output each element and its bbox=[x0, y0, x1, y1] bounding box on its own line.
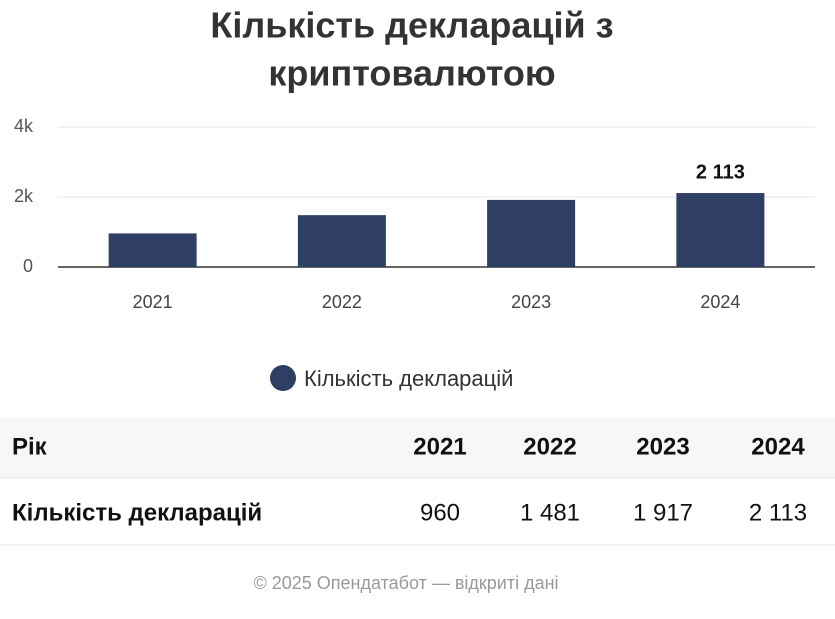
y-tick-label: 2k bbox=[14, 186, 34, 206]
x-tick-label: 2024 bbox=[700, 292, 740, 312]
legend-marker bbox=[270, 365, 296, 391]
bar bbox=[676, 193, 765, 267]
table-cell: 1 481 bbox=[520, 499, 580, 526]
table-header-cell: 2021 bbox=[413, 433, 466, 460]
bar bbox=[297, 215, 386, 267]
y-tick-label: 4k bbox=[14, 116, 34, 136]
x-tick-label: 2023 bbox=[511, 292, 551, 312]
legend-label: Кількість декларацій bbox=[304, 366, 513, 391]
table-header-cell: 2022 bbox=[523, 433, 576, 460]
table-cell: Кількість декларацій bbox=[12, 499, 262, 526]
bar bbox=[487, 199, 576, 267]
chart-title: криптовалютою bbox=[268, 53, 555, 94]
table-cell: 960 bbox=[420, 499, 460, 526]
y-tick-label: 0 bbox=[23, 256, 33, 276]
table-cell: 1 917 bbox=[633, 499, 693, 526]
x-tick-label: 2021 bbox=[133, 292, 173, 312]
table-header-bg bbox=[0, 418, 835, 478]
chart-title: Кількість декларацій з bbox=[210, 5, 613, 46]
x-tick-label: 2022 bbox=[322, 292, 362, 312]
table-cell: 2 113 bbox=[749, 499, 807, 526]
bar bbox=[108, 233, 197, 267]
table-header-cell: 2024 bbox=[751, 433, 805, 460]
footer: © 2025 Опендатабот — відкриті дані bbox=[253, 573, 558, 593]
table-header-cell: 2023 bbox=[636, 433, 689, 460]
data-label: 2 113 bbox=[696, 161, 745, 183]
table-header-cell: Рік bbox=[12, 433, 48, 460]
